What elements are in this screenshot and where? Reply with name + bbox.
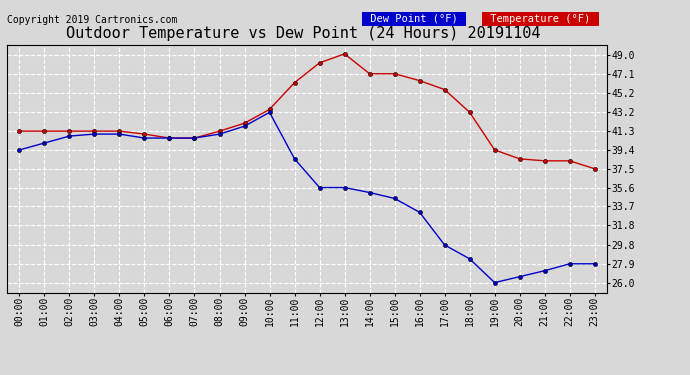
Text: Dew Point (°F): Dew Point (°F) xyxy=(364,14,464,24)
Text: Temperature (°F): Temperature (°F) xyxy=(484,14,597,24)
Text: Outdoor Temperature vs Dew Point (24 Hours) 20191104: Outdoor Temperature vs Dew Point (24 Hou… xyxy=(66,26,541,41)
Text: Copyright 2019 Cartronics.com: Copyright 2019 Cartronics.com xyxy=(7,15,177,25)
